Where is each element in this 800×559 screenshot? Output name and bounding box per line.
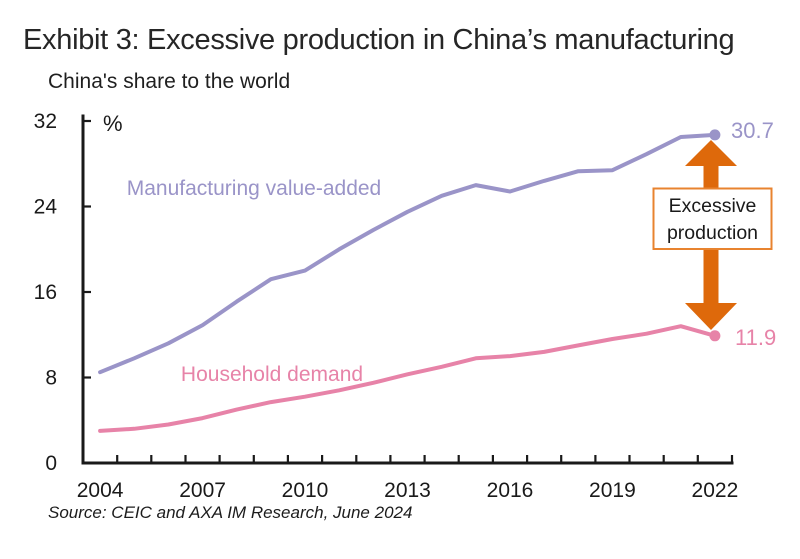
manufacturing-end-marker (709, 129, 721, 141)
household-series-label: Household demand (181, 363, 363, 386)
y-tick-label: 8 (45, 367, 57, 390)
y-tick-label: 32 (34, 110, 57, 133)
x-tick-label: 2013 (384, 479, 431, 502)
axis-lines (81, 114, 734, 465)
x-tick-label: 2019 (589, 479, 636, 502)
x-tick-label: 2010 (282, 479, 329, 502)
annotation-text-line1: Excessive (669, 195, 757, 217)
y-tick-label: 0 (45, 452, 57, 475)
annotation-text-line2: production (667, 222, 758, 244)
manufacturing-value-added-line (98, 132, 717, 375)
household-end-marker (709, 330, 721, 342)
household-demand-line (98, 324, 717, 433)
y-tick-label: 24 (34, 196, 58, 219)
excessive-production-box (652, 187, 773, 250)
y-tick-label: 16 (34, 281, 57, 304)
x-tick-label: 2004 (77, 479, 124, 502)
manufacturing-end-value: 30.7 (731, 118, 774, 143)
chart-subtitle: China's share to the world (48, 70, 291, 93)
x-tick-label: 2007 (179, 479, 226, 502)
tick-marks (81, 119, 734, 463)
source-note: Source: CEIC and AXA IM Research, June 2… (48, 503, 413, 522)
y-axis-unit-label: % (103, 111, 123, 136)
x-tick-label: 2016 (487, 479, 534, 502)
page-title: Exhibit 3: Excessive production in China… (23, 24, 735, 56)
household-end-value: 11.9 (735, 325, 776, 350)
tick-labels: 0 8 16 24 32 2004 2007 2010 2013 2016 2019 2022 (34, 110, 739, 502)
manufacturing-series-label: Manufacturing value-added (127, 177, 382, 200)
x-tick-label: 2022 (692, 479, 739, 502)
